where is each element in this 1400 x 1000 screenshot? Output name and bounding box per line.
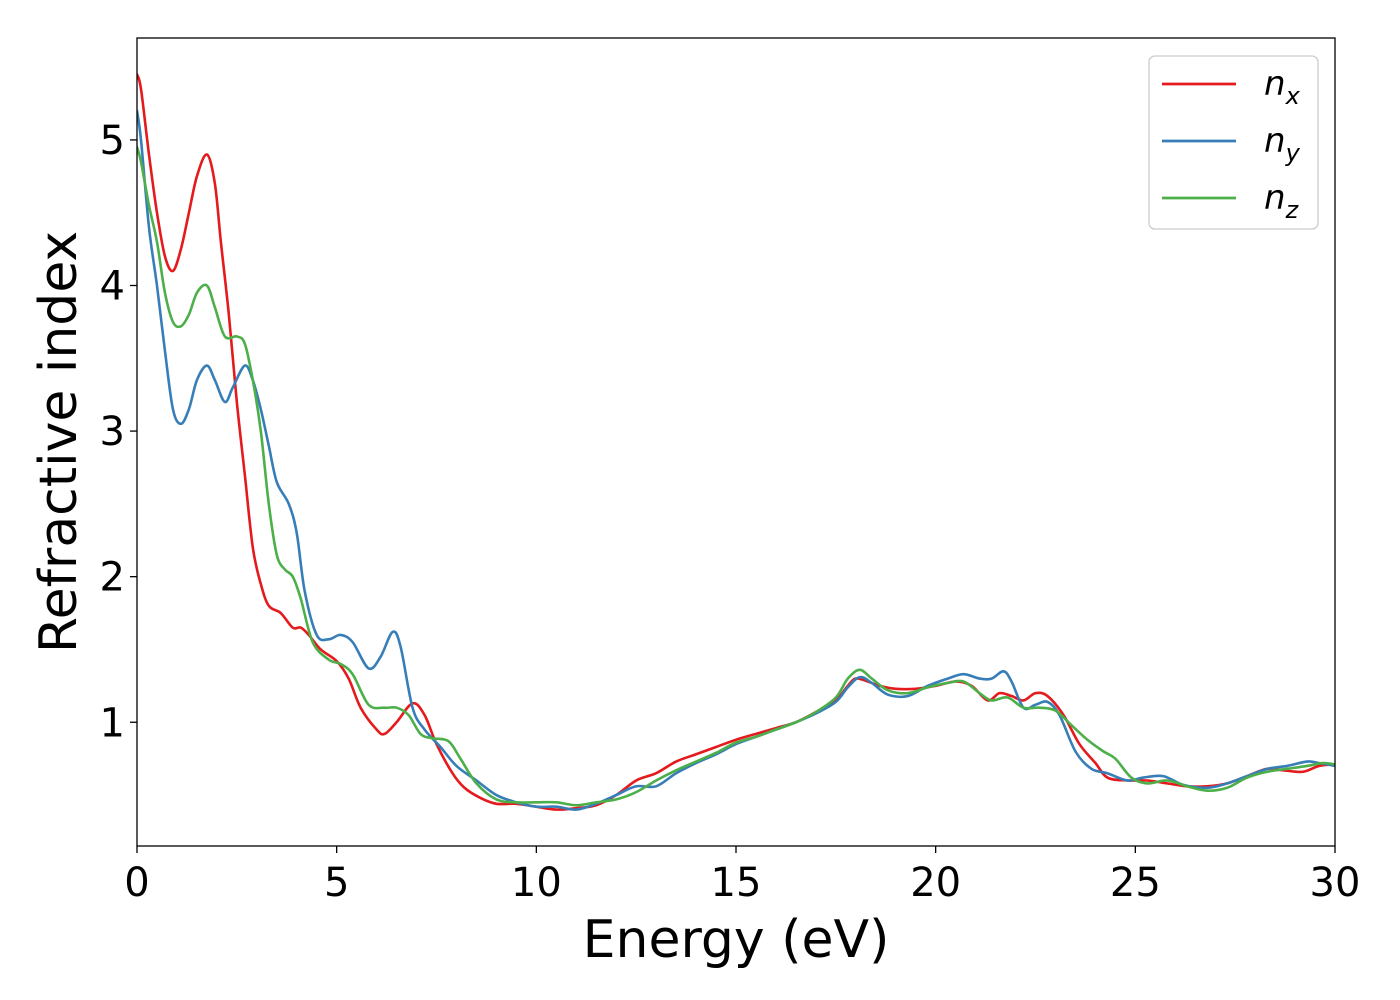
y-axis-ticks: 1 2 3 4 5 [100, 118, 137, 746]
y-axis-title: Refractive index [29, 231, 89, 653]
x-axis-ticks: 0 5 10 15 20 25 30 [124, 846, 1360, 906]
y-tick-label: 2 [100, 555, 125, 601]
x-tick-label: 20 [910, 860, 961, 906]
y-tick-label: 4 [100, 263, 125, 309]
y-tick-label: 5 [100, 118, 125, 164]
legend-label-z: nz [1264, 178, 1300, 224]
x-tick-label: 15 [711, 860, 762, 906]
x-tick-label: 25 [1110, 860, 1161, 906]
x-axis-title: Energy (eV) [583, 910, 890, 970]
series-line-y [137, 109, 1335, 811]
y-tick-label: 1 [100, 700, 125, 746]
legend: nx ny nz [1148, 55, 1319, 230]
plot-lines [137, 73, 1335, 811]
x-tick-label: 30 [1310, 860, 1361, 906]
legend-box [1148, 55, 1319, 230]
legend-label-x: nx [1264, 64, 1301, 110]
x-tick-label: 10 [511, 860, 562, 906]
series-line-z [137, 145, 1335, 807]
y-tick-label: 3 [100, 409, 125, 455]
legend-label-y: ny [1264, 121, 1301, 167]
x-tick-label: 0 [124, 860, 149, 906]
x-tick-label: 5 [324, 860, 349, 906]
